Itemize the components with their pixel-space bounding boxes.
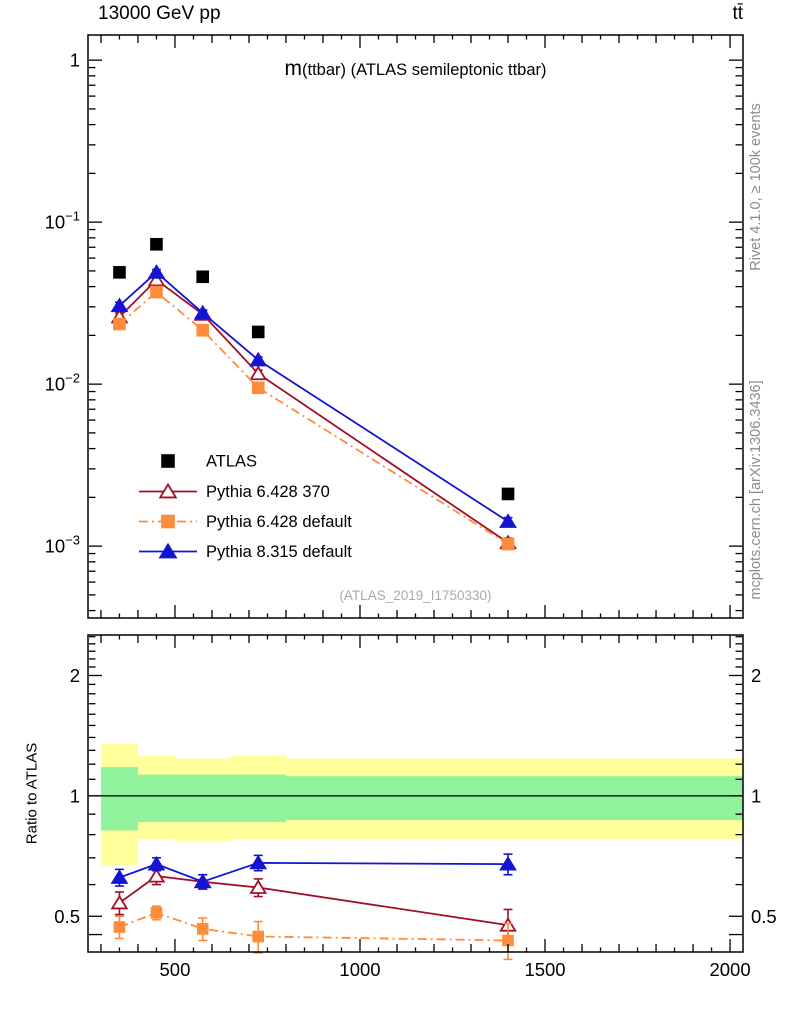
marker-triangle — [249, 879, 268, 894]
marker-triangle — [249, 854, 268, 870]
main-series-3 — [110, 264, 517, 528]
marker-square — [196, 270, 210, 284]
plot-title-rest: (ttbar) (ATLAS semileptonic ttbar) — [301, 61, 547, 79]
marker-triangle — [147, 855, 166, 871]
axis-ticks — [89, 35, 742, 952]
marker-square — [161, 514, 175, 529]
tick-label: 500 — [160, 959, 191, 980]
analysis-watermark: (ATLAS_2019_I1750330) — [339, 588, 492, 603]
data-series — [110, 237, 517, 961]
beam-energy-title: 13000 GeV pp — [98, 3, 221, 24]
legend: ATLAS Pythia 6.428 370 Pythia 6.428 defaul… — [139, 453, 352, 561]
legend-entry-0: ATLAS — [161, 453, 257, 471]
marker-triangle — [158, 542, 178, 559]
marker-triangle — [147, 867, 166, 883]
main-line — [118, 290, 509, 545]
tick-label: 0.5 — [54, 906, 80, 927]
legend-label: Pythia 8.315 default — [206, 543, 352, 561]
marker-square — [501, 487, 515, 501]
marker-square — [113, 266, 126, 279]
legend-label: Pythia 6.428 370 — [206, 483, 330, 501]
plot-title-observable: m — [284, 57, 302, 80]
marker-square — [113, 921, 126, 933]
axis-tick-labels: 1 10−1 10−2 10−3 0.5 0.5 1 1 2 2 500 1000 1500 2000 — [45, 50, 777, 980]
ratio-series-3 — [110, 853, 517, 890]
tick-label: 1500 — [524, 959, 565, 980]
marker-square — [251, 325, 265, 339]
tick-label: 1 — [70, 785, 80, 806]
tick-label: 1 — [751, 785, 761, 806]
tick-label: 2000 — [709, 959, 750, 980]
main-series-1 — [110, 271, 517, 550]
legend-entry-1: Pythia 6.428 370 — [139, 482, 330, 501]
marker-square — [150, 237, 163, 251]
marker-square — [150, 907, 163, 919]
main-series-0 — [113, 237, 515, 501]
ratio-line — [118, 875, 509, 927]
band-inner-bin1 — [137, 774, 175, 823]
tick-label: 0.5 — [751, 906, 777, 927]
marker-triangle — [110, 869, 129, 884]
marker-square — [196, 323, 210, 337]
marker-triangle — [110, 297, 129, 313]
tick-label: 2 — [70, 665, 80, 686]
marker-triangle — [147, 264, 166, 279]
tick-label: 2 — [751, 665, 761, 686]
legend-entry-2: Pythia 6.428 default — [139, 513, 352, 531]
band-inner-bin0 — [100, 767, 138, 831]
marker-triangle — [499, 513, 517, 528]
ratio-series-1 — [110, 867, 517, 944]
marker-square — [252, 930, 265, 943]
marker-square — [502, 934, 514, 947]
marker-triangle — [499, 855, 517, 871]
legend-label: Pythia 6.428 default — [206, 513, 352, 531]
ratio-uncertainty-bands — [88, 743, 743, 866]
marker-triangle — [110, 894, 129, 910]
ratio-line — [119, 911, 509, 942]
band-inner-bin4 — [285, 776, 743, 821]
marker-square — [150, 285, 163, 299]
tick-label: 1000 — [339, 959, 380, 980]
marker-triangle — [147, 271, 166, 287]
tick-label: 10−2 — [45, 371, 80, 395]
main-line — [118, 278, 509, 544]
marker-triangle — [249, 351, 268, 367]
ratio-series-2 — [113, 905, 514, 961]
band-inner-bin3 — [230, 774, 286, 823]
band-inner-bin2 — [174, 774, 231, 823]
process-title: tt̄ — [732, 3, 743, 24]
marker-square — [113, 317, 126, 331]
main-series-2 — [113, 285, 515, 551]
marker-triangle — [193, 304, 212, 320]
marker-square — [251, 381, 265, 395]
tick-label: 10−1 — [45, 209, 80, 233]
tick-label: 10−3 — [45, 533, 80, 557]
legend-entry-3: Pythia 8.315 default — [139, 542, 352, 561]
marker-triangle — [158, 482, 178, 499]
marker-square — [161, 454, 175, 468]
marker-triangle — [193, 873, 212, 889]
main-frame — [87, 34, 744, 619]
marker-triangle — [249, 365, 268, 381]
plot-title: m(ttbar) (ATLAS semileptonic ttbar) — [88, 57, 743, 81]
marker-square — [196, 923, 209, 935]
legend-label: ATLAS — [206, 453, 257, 471]
marker-square — [501, 537, 515, 551]
tick-label: 1 — [70, 50, 80, 71]
